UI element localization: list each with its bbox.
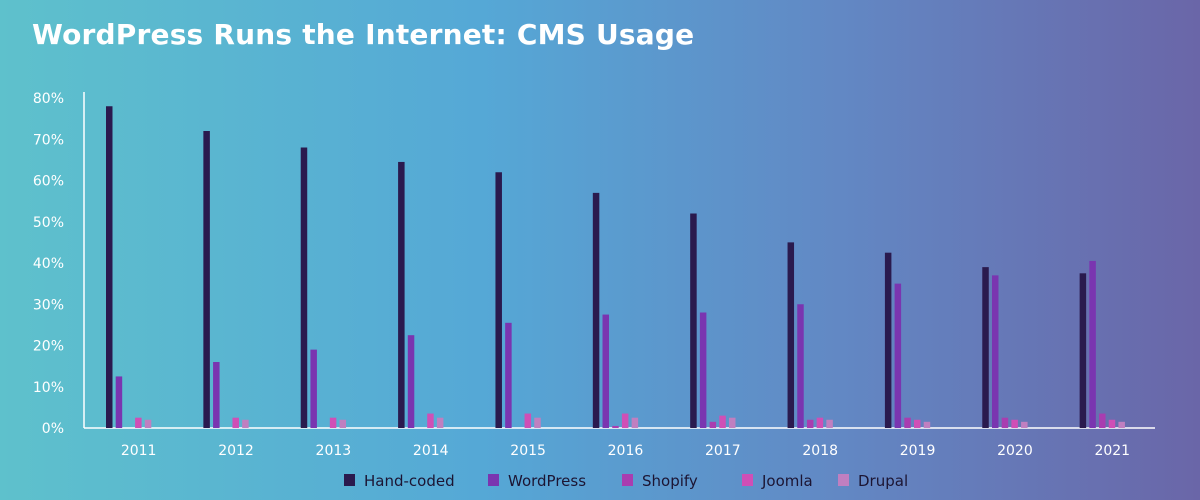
- bar-shopify-2018: [806, 419, 814, 428]
- legend-swatch-hand-coded: [344, 474, 355, 486]
- bar-hand-coded-2021: [1079, 273, 1087, 428]
- y-tick-label: 70%: [33, 132, 64, 148]
- bar-shopify-2017: [709, 421, 717, 428]
- bar-drupal-2016: [631, 417, 639, 428]
- x-tick-label: 2020: [997, 443, 1033, 459]
- bar-drupal-2017: [728, 417, 736, 428]
- bar-drupal-2021: [1118, 421, 1125, 428]
- x-tick-label: 2012: [218, 443, 254, 459]
- legend-label: Shopify: [642, 472, 698, 490]
- legend-swatch-drupal: [838, 474, 849, 486]
- bar-wordpress-2019: [894, 283, 902, 428]
- bar-joomla-2016: [621, 413, 629, 428]
- bar-shopify-2020: [1001, 417, 1009, 428]
- bar-joomla-2020: [1011, 419, 1018, 428]
- bar-wordpress-2011: [115, 376, 123, 428]
- x-tick-label: 2011: [121, 443, 157, 459]
- bar-joomla-2014: [427, 413, 434, 428]
- y-tick-label: 50%: [33, 215, 64, 231]
- bar-drupal-2015: [534, 417, 541, 428]
- bar-hand-coded-2019: [884, 252, 892, 428]
- x-tick-label: 2021: [1094, 443, 1130, 459]
- y-tick-label: 20%: [33, 339, 64, 355]
- legend-swatch-joomla: [742, 474, 753, 486]
- bar-wordpress-2017: [699, 312, 707, 428]
- bar-drupal-2019: [923, 421, 931, 428]
- bar-shopify-2016: [612, 425, 619, 428]
- bar-joomla-2021: [1108, 419, 1116, 428]
- bar-hand-coded-2018: [787, 242, 795, 428]
- legend-label: Hand-coded: [364, 472, 455, 490]
- bar-wordpress-2015: [505, 322, 512, 428]
- bar-shopify-2019: [904, 417, 911, 428]
- bar-joomla-2013: [329, 417, 337, 428]
- legend-label: WordPress: [508, 472, 586, 490]
- bar-drupal-2014: [436, 417, 444, 428]
- bar-hand-coded-2016: [592, 192, 600, 428]
- x-tick-label: 2019: [900, 443, 936, 459]
- bar-drupal-2018: [826, 419, 833, 428]
- legend-swatch-wordpress: [488, 474, 499, 486]
- bar-wordpress-2016: [602, 314, 610, 428]
- x-tick-label: 2017: [705, 443, 741, 459]
- bar-drupal-2012: [242, 419, 249, 428]
- bar-drupal-2011: [144, 419, 152, 428]
- bar-drupal-2020: [1021, 421, 1028, 428]
- bar-hand-coded-2013: [300, 147, 308, 428]
- bar-hand-coded-2012: [203, 131, 210, 428]
- bar-joomla-2017: [719, 415, 726, 428]
- bar-joomla-2019: [914, 419, 921, 428]
- y-tick-label: 0%: [42, 421, 64, 437]
- legend-label: Joomla: [761, 472, 813, 490]
- bar-joomla-2011: [135, 417, 142, 428]
- bar-wordpress-2012: [213, 362, 220, 428]
- x-tick-label: 2014: [413, 443, 449, 459]
- legend-label: Drupal: [858, 472, 908, 490]
- y-tick-label: 80%: [33, 91, 64, 107]
- chart-title: WordPress Runs the Internet: CMS Usage: [32, 18, 695, 51]
- x-tick-label: 2013: [316, 443, 352, 459]
- bar-wordpress-2013: [310, 349, 317, 428]
- bar-joomla-2015: [524, 413, 532, 428]
- x-tick-label: 2015: [510, 443, 546, 459]
- bar-wordpress-2014: [407, 335, 415, 428]
- bar-drupal-2013: [339, 419, 347, 428]
- bar-wordpress-2020: [991, 275, 999, 428]
- bar-hand-coded-2014: [398, 161, 405, 428]
- bar-hand-coded-2017: [690, 213, 697, 428]
- bar-hand-coded-2020: [982, 267, 989, 428]
- x-tick-label: 2018: [802, 443, 838, 459]
- y-tick-label: 30%: [33, 297, 64, 313]
- y-tick-label: 60%: [33, 174, 64, 190]
- bar-wordpress-2021: [1089, 260, 1096, 428]
- x-tick-label: 2016: [608, 443, 644, 459]
- bar-hand-coded-2011: [106, 106, 113, 428]
- legend-swatch-shopify: [622, 474, 633, 486]
- bar-joomla-2012: [232, 417, 239, 428]
- bar-shopify-2021: [1099, 413, 1106, 428]
- y-tick-label: 10%: [33, 380, 64, 396]
- bar-wordpress-2018: [797, 304, 804, 428]
- bar-hand-coded-2015: [495, 172, 502, 428]
- bar-joomla-2018: [816, 417, 824, 428]
- y-tick-label: 40%: [33, 256, 64, 272]
